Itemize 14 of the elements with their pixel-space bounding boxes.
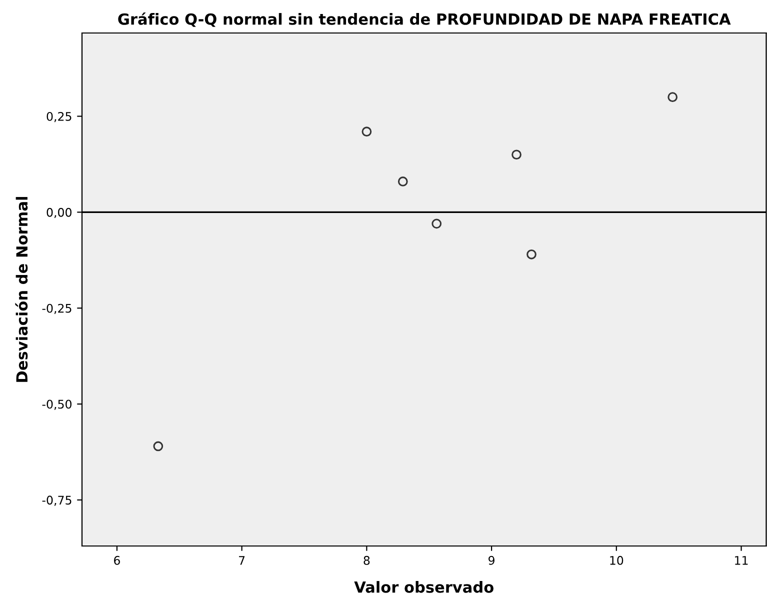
y-tick-label: 0,25: [46, 112, 72, 122]
x-tick-label: 10: [610, 556, 624, 565]
y-tick-label: -0,75: [42, 496, 72, 506]
x-tick-label: 8: [364, 556, 370, 565]
x-tick-label: 6: [114, 556, 120, 565]
y-tick-label: -0,25: [42, 304, 72, 314]
chart-title: Gráfico Q-Q normal sin tendencia de PROFUNDIDAD DE NAPA FREATICA: [118, 12, 731, 27]
x-tick-label: 7: [239, 556, 245, 565]
x-tick-label: 9: [488, 556, 494, 565]
y-axis-title: Desviación de Normal: [15, 197, 28, 382]
x-tick-label: 11: [735, 556, 748, 565]
y-tick-label: 0,00: [46, 208, 72, 218]
x-axis-title: Valor observado: [354, 581, 494, 593]
y-tick-label: -0,50: [42, 400, 72, 410]
